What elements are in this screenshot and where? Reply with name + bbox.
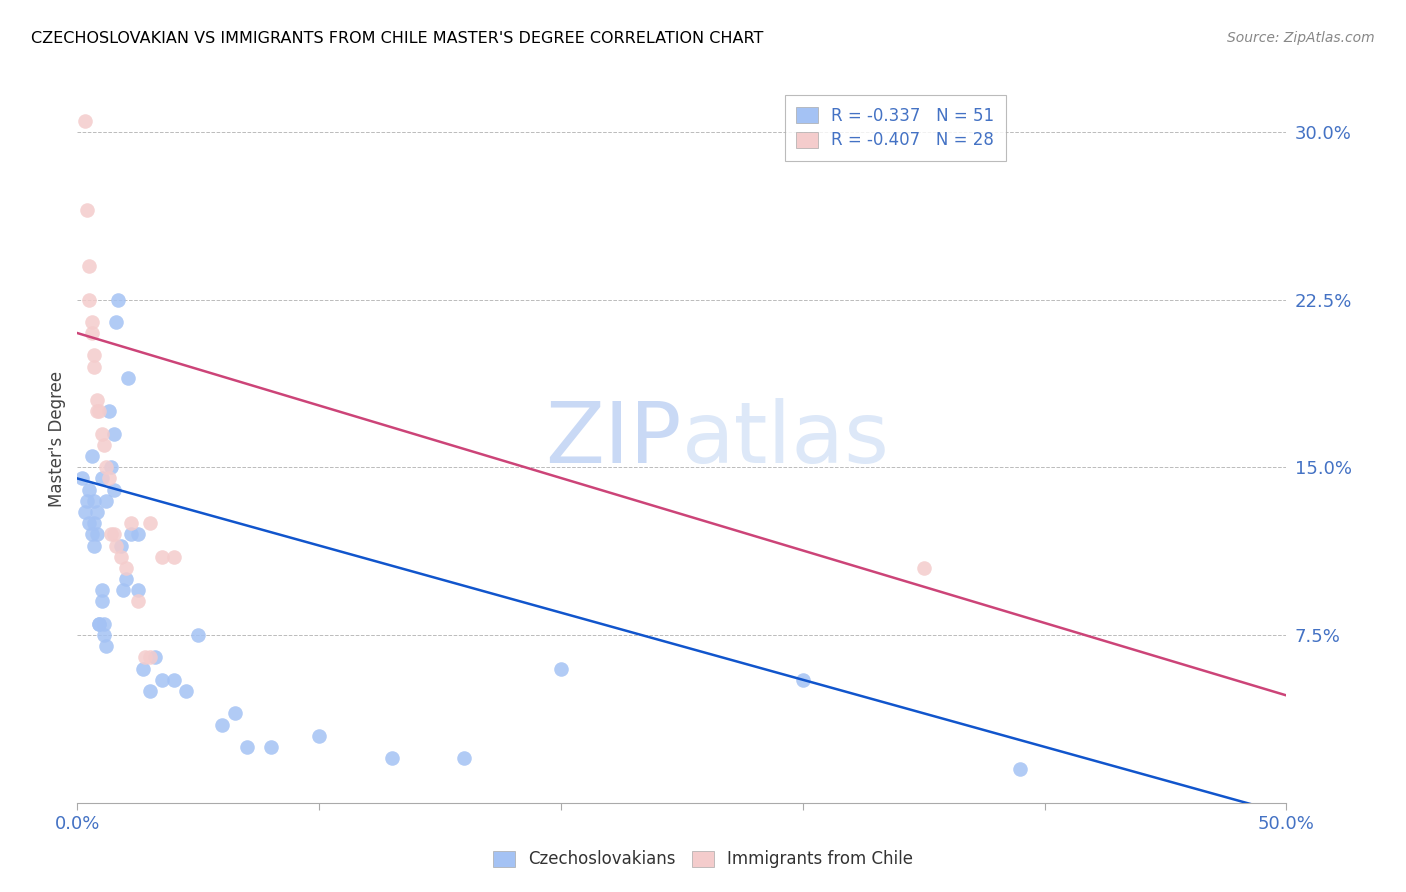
Point (87, 404, 110, 418)
Point (308, 729, 330, 743)
Point (112, 583, 135, 598)
Point (86, 393, 108, 408)
Point (381, 751, 404, 765)
Point (110, 549, 132, 564)
Point (120, 516, 142, 531)
Point (120, 527, 142, 541)
Point (76, 202, 98, 217)
Point (127, 527, 149, 541)
Point (139, 516, 162, 531)
Point (83, 493, 105, 508)
Point (87, 616, 110, 631)
Point (86, 505, 108, 519)
Y-axis label: Master's Degree: Master's Degree (48, 371, 66, 508)
Point (83, 359, 105, 374)
Point (143, 650, 166, 665)
Text: atlas: atlas (682, 398, 890, 481)
Point (107, 293, 129, 307)
Point (150, 549, 173, 564)
Point (114, 561, 136, 575)
Point (139, 684, 162, 698)
Point (131, 662, 153, 676)
Point (86, 404, 108, 418)
Text: CZECHOSLOVAKIAN VS IMMIGRANTS FROM CHILE MASTER'S DEGREE CORRELATION CHART: CZECHOSLOVAKIAN VS IMMIGRANTS FROM CHILE… (31, 31, 763, 46)
Point (103, 426, 125, 441)
Point (80, 326, 103, 340)
Point (79, 483, 101, 497)
Point (79, 259, 101, 273)
Point (83, 539, 105, 553)
Point (103, 527, 125, 541)
Point (103, 483, 125, 497)
Point (79, 293, 101, 307)
Point (127, 583, 149, 598)
Point (139, 650, 162, 665)
Point (117, 371, 139, 385)
Point (93, 628, 115, 642)
Point (114, 572, 136, 586)
Point (97, 404, 120, 418)
Point (90, 471, 112, 485)
Point (150, 673, 173, 687)
Point (83, 348, 105, 362)
Point (235, 739, 257, 754)
Point (1010, 762, 1032, 776)
Point (174, 684, 197, 698)
Text: ZIP: ZIP (546, 398, 682, 481)
Point (90, 594, 112, 608)
Point (163, 549, 186, 564)
Point (550, 662, 572, 676)
Legend: Czechoslovakians, Immigrants from Chile: Czechoslovakians, Immigrants from Chile (485, 842, 921, 877)
Point (134, 650, 156, 665)
Point (86, 527, 108, 541)
Point (70, 471, 93, 485)
Point (90, 583, 112, 598)
Point (73, 113, 96, 128)
Legend: R = -0.337   N = 51, R = -0.407   N = 28: R = -0.337 N = 51, R = -0.407 N = 28 (785, 95, 1007, 161)
Point (83, 516, 105, 531)
Point (93, 616, 115, 631)
Point (76, 493, 98, 508)
Point (187, 628, 209, 642)
Point (90, 426, 112, 441)
Point (73, 505, 96, 519)
Point (792, 673, 814, 687)
Point (80, 449, 103, 463)
Point (453, 751, 475, 765)
Point (211, 717, 233, 731)
Point (80, 527, 103, 541)
Point (100, 527, 122, 541)
Point (260, 739, 283, 754)
Point (105, 539, 128, 553)
Point (110, 539, 132, 553)
Point (93, 438, 115, 452)
Point (105, 315, 128, 329)
Point (97, 471, 120, 485)
Point (96, 460, 118, 475)
Point (912, 561, 935, 575)
Point (96, 493, 118, 508)
Point (100, 460, 122, 475)
Point (79, 516, 101, 531)
Point (80, 315, 103, 329)
Text: Source: ZipAtlas.com: Source: ZipAtlas.com (1227, 31, 1375, 45)
Point (96, 639, 118, 653)
Point (127, 594, 149, 608)
Point (163, 673, 186, 687)
Point (87, 616, 110, 631)
Point (224, 706, 246, 721)
